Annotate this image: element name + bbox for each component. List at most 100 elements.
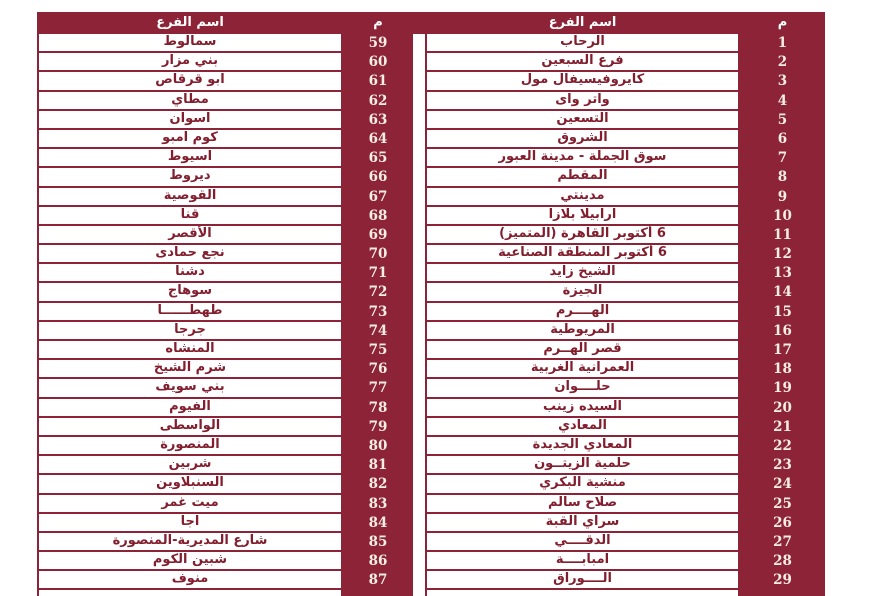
table-row: 75 المنشاه — [37, 341, 413, 361]
branch-number-cell: 69 — [343, 225, 413, 246]
table-row: 69 الأقصر — [37, 225, 413, 246]
table-row: 74 جرجا — [37, 321, 413, 341]
branch-name-cell: نجع حمادى — [37, 245, 343, 265]
branch-name-cell: جرجا — [37, 321, 343, 341]
header-branch-name-label-right: اسم الفرع — [548, 15, 617, 30]
branch-number-cell: 5 — [740, 110, 825, 130]
branch-number-cell: 59 — [343, 34, 413, 54]
branch-name-cell: السنبلاوين — [37, 475, 343, 495]
branch-name-cell: صلاح سالم — [425, 494, 740, 514]
branch-name-cell: الدقــــي — [425, 532, 740, 553]
branch-name-cell: ابو قرقاص — [37, 72, 343, 92]
branch-name-cell: شارع المديرية-المنصورة — [37, 532, 343, 553]
table-row: 4 واتر واى — [425, 91, 825, 111]
table-row: 87 منوف — [37, 571, 413, 591]
branch-number-cell: 22 — [740, 436, 825, 457]
branch-number-cell: 72 — [343, 283, 413, 303]
branch-name-cell: منشية البكري — [425, 475, 740, 495]
branch-number-cell: 67 — [343, 187, 413, 207]
branch-number-cell: 66 — [343, 168, 413, 188]
table-row: 80 المنصورة — [37, 436, 413, 457]
table-row — [37, 590, 413, 596]
branch-number-cell: 76 — [343, 360, 413, 380]
branch-name-cell: حلــــوان — [425, 379, 740, 399]
table-row: 76 شرم الشيخ — [37, 360, 413, 380]
branch-number-cell: 8 — [740, 168, 825, 188]
branch-number-cell: 81 — [343, 456, 413, 476]
branch-name-cell: واتر واى — [425, 91, 740, 111]
branch-number-cell: 27 — [740, 532, 825, 553]
table-row: 10 ارابيلا بلازا — [425, 206, 825, 226]
branch-name-cell: اسوان — [37, 110, 343, 130]
branch-name-cell: طهطــــــا — [37, 302, 343, 322]
branch-name-cell: مدينتي — [425, 187, 740, 207]
branch-number-cell: 24 — [740, 475, 825, 495]
table-row: 19 حلــــوان — [425, 379, 825, 399]
branch-name-cell: السيده زينب — [425, 398, 740, 418]
table-row: 62 مطاي — [37, 91, 413, 111]
branch-number-cell: 21 — [740, 417, 825, 437]
table-row: 3 كايروفيسيفال مول — [425, 72, 825, 92]
branch-name-cell: فرع السبعين — [425, 53, 740, 73]
branch-number-cell: 74 — [343, 321, 413, 341]
table-row: 5 التسعين — [425, 110, 825, 130]
branch-number-cell: 9 — [740, 187, 825, 207]
branch-number-cell: 68 — [343, 206, 413, 226]
branch-name-cell: حلمية الزيتــون — [425, 456, 740, 476]
branch-name-cell: الــــوراق — [425, 571, 740, 591]
table-row: 11 6 أكتوبر القاهرة (المتميز) — [425, 225, 825, 246]
table-row: 21 المعادي — [425, 417, 825, 437]
table-row: 15 الهــــرم — [425, 302, 825, 322]
table-row: 28 امبابــــة — [425, 552, 825, 572]
table-row: 22 المعادي الجديدة — [425, 436, 825, 457]
branch-name-cell: الشروق — [425, 129, 740, 150]
table-row: 18 العمرانية الغربية — [425, 360, 825, 380]
table-row: 78 الفيوم — [37, 398, 413, 418]
branch-number-cell: 10 — [740, 206, 825, 226]
branch-name-cell: المقطم — [425, 168, 740, 188]
branch-number-cell: 73 — [343, 302, 413, 322]
branch-number-cell: 12 — [740, 245, 825, 265]
branch-name-cell: شربين — [37, 456, 343, 476]
table-row: 29 الــــوراق — [425, 571, 825, 591]
branch-name-cell: الرحاب — [425, 34, 740, 54]
table-row: 67 القوصية — [37, 187, 413, 207]
header-serial-label-left: م — [373, 15, 383, 30]
branch-number-cell: 86 — [343, 552, 413, 572]
branch-name-cell: امبابــــة — [425, 552, 740, 572]
table-row: 63 اسوان — [37, 110, 413, 130]
branch-name-cell: ديروط — [37, 168, 343, 188]
branch-name-cell: الواسطى — [37, 417, 343, 437]
branch-number-cell: 4 — [740, 91, 825, 111]
branch-name-cell: الهــــرم — [425, 302, 740, 322]
branch-name-cell: الشيخ زايد — [425, 264, 740, 284]
branch-number-cell: 77 — [343, 379, 413, 399]
table-row: 85 شارع المديرية-المنصورة — [37, 532, 413, 553]
branch-name-cell: بني سويف — [37, 379, 343, 399]
branch-name-cell: المعادي — [425, 417, 740, 437]
table-row: 77 بني سويف — [37, 379, 413, 399]
branch-name-cell: التسعين — [425, 110, 740, 130]
branch-name-cell: شرم الشيخ — [37, 360, 343, 380]
branches-table-1-29: 1 الرحاب 2 فرع السبعين 3 كايروفيسيفال مو… — [425, 34, 825, 596]
branch-number-cell: 11 — [740, 225, 825, 246]
branch-number-cell — [740, 590, 825, 596]
branch-number-cell: 70 — [343, 245, 413, 265]
branch-number-cell: 6 — [740, 129, 825, 150]
branch-name-cell: 6 أكتوبر القاهرة (المتميز) — [425, 225, 740, 246]
branch-number-cell: 13 — [740, 264, 825, 284]
table-row: 1 الرحاب — [425, 34, 825, 54]
table-row: 64 كوم امبو — [37, 129, 413, 150]
branch-number-cell: 16 — [740, 321, 825, 341]
table-row: 23 حلمية الزيتــون — [425, 456, 825, 476]
branch-number-cell: 15 — [740, 302, 825, 322]
branch-name-cell: سمالوط — [37, 34, 343, 54]
branch-name-cell: شبين الكوم — [37, 552, 343, 572]
table-row: 25 صلاح سالم — [425, 494, 825, 514]
branch-number-cell: 84 — [343, 513, 413, 533]
branch-number-cell: 7 — [740, 149, 825, 169]
branch-number-cell: 23 — [740, 456, 825, 476]
branch-number-cell: 79 — [343, 417, 413, 437]
branch-number-cell: 14 — [740, 283, 825, 303]
